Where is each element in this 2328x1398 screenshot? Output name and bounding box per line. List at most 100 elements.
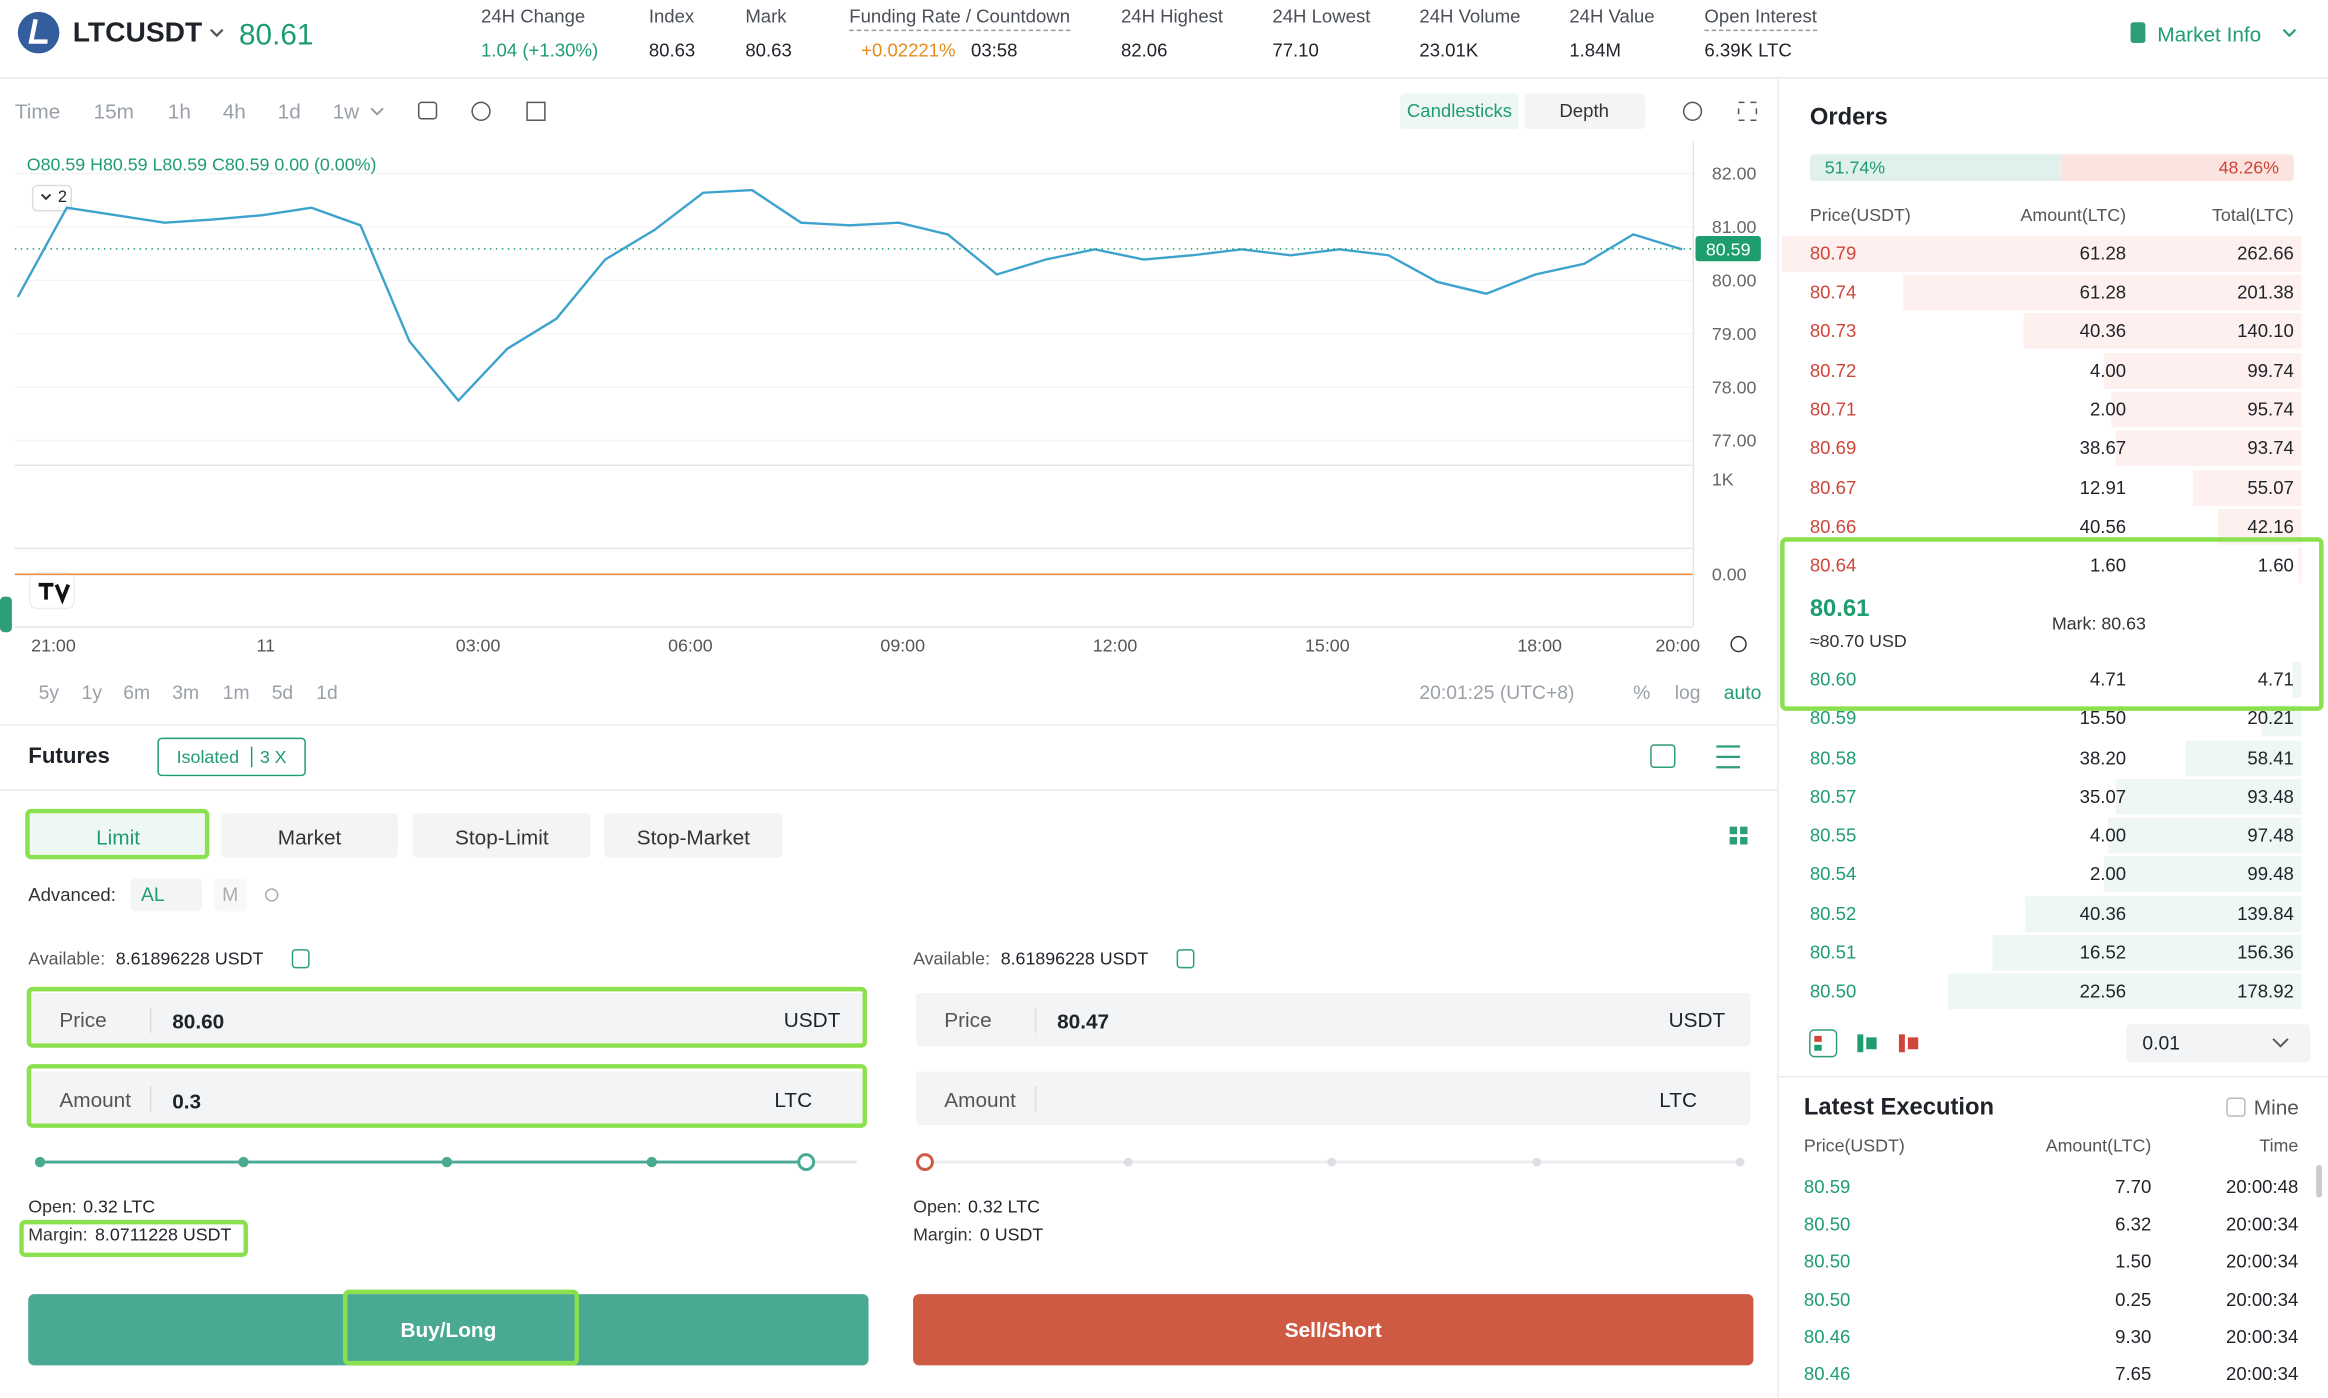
price-label: Price: [944, 1007, 992, 1032]
depth-bar: [1947, 973, 2302, 1010]
slider-dot: [1123, 1157, 1133, 1167]
book-price[interactable]: 80.66: [1809, 516, 1857, 538]
view-button[interactable]: Candlesticks: [1406, 100, 1513, 122]
filter-icon[interactable]: [1716, 745, 1741, 769]
scale-option[interactable]: auto: [1723, 681, 1762, 704]
interval-button[interactable]: 4h: [222, 99, 246, 124]
highlight-outline: [19, 1219, 248, 1258]
book-price[interactable]: 80.59: [1809, 707, 1857, 729]
range-button[interactable]: 6m: [123, 681, 151, 704]
interval-button[interactable]: 1h: [167, 99, 191, 124]
order-tab[interactable]: [412, 813, 591, 858]
exec-amount: 1.50: [2115, 1251, 2152, 1272]
layout-icon: [526, 101, 546, 121]
book-price[interactable]: 80.57: [1809, 786, 1857, 808]
book-view-bids[interactable]: [1857, 1034, 1877, 1053]
funding-countdown: 03:58: [970, 40, 1018, 61]
price-input[interactable]: [31, 992, 866, 1047]
coin-logo: [17, 11, 60, 54]
submit-button[interactable]: [28, 1294, 869, 1366]
mine-label[interactable]: Mine: [2253, 1095, 2299, 1120]
fullscreen-icon: [1737, 101, 1758, 121]
amount-label: Amount: [944, 1087, 1016, 1112]
eye-icon[interactable]: [265, 888, 279, 902]
range-button[interactable]: 3m: [172, 681, 200, 704]
book-price[interactable]: 80.60: [1809, 669, 1857, 691]
margin-mode-badge[interactable]: [157, 737, 306, 777]
step-value[interactable]: 0.01: [2142, 1031, 2181, 1054]
book-amount: 16.52: [2079, 942, 2127, 964]
book-view-asks[interactable]: [1898, 1034, 1919, 1053]
book-total: 93.48: [2247, 786, 2294, 808]
y-tick-label: 79.00: [1711, 323, 1757, 345]
depth-bar: [2298, 547, 2302, 584]
order-tab[interactable]: [28, 813, 208, 858]
order-tab[interactable]: [221, 813, 398, 858]
x-tick-label: 18:00: [1517, 635, 1562, 656]
book-price[interactable]: 80.74: [1809, 281, 1857, 303]
slider-dot: [238, 1156, 249, 1168]
exec-amount: 7.65: [2115, 1363, 2152, 1385]
range-button[interactable]: 1m: [222, 681, 250, 704]
depth-bar: [2185, 740, 2302, 777]
market-info[interactable]: Market Info: [2157, 22, 2262, 47]
sell-ratio-bar: [2060, 154, 2294, 182]
order-tab[interactable]: [604, 813, 783, 858]
book-price[interactable]: 80.73: [1809, 320, 1857, 342]
transfer-icon[interactable]: [291, 949, 310, 969]
view-button[interactable]: Depth: [1559, 100, 1609, 122]
depth-bar: [1991, 934, 2302, 971]
interval-button[interactable]: 1d: [277, 99, 301, 124]
submit-button[interactable]: [913, 1294, 1754, 1366]
range-button[interactable]: 5d: [271, 681, 294, 704]
stat-value: 23.01K: [1419, 40, 1479, 61]
amount-input[interactable]: [31, 1071, 866, 1125]
book-price[interactable]: 80.71: [1809, 399, 1857, 421]
book-total: 201.38: [2237, 281, 2294, 303]
range-button[interactable]: 5y: [38, 681, 59, 704]
submit-label[interactable]: Buy/Long: [400, 1317, 497, 1342]
book-view-both[interactable]: [1809, 1029, 1838, 1058]
book-price[interactable]: 80.64: [1809, 555, 1857, 576]
order-tab-label[interactable]: Market: [277, 825, 342, 849]
scale-option[interactable]: %: [1633, 681, 1651, 704]
mine-checkbox[interactable]: [2226, 1097, 2246, 1117]
book-price[interactable]: 80.69: [1809, 437, 1857, 459]
interval-button[interactable]: 1w: [332, 99, 360, 124]
book-price[interactable]: 80.51: [1809, 942, 1857, 964]
step-select[interactable]: [2126, 1024, 2311, 1063]
book-price[interactable]: 80.58: [1809, 747, 1857, 769]
book-price[interactable]: 80.52: [1809, 903, 1857, 925]
book-price[interactable]: 80.72: [1809, 360, 1857, 382]
price-input[interactable]: [916, 992, 1751, 1047]
book-price[interactable]: 80.67: [1809, 477, 1857, 499]
order-tab-label[interactable]: Limit: [96, 825, 140, 849]
slider-dot: [1532, 1157, 1542, 1167]
advanced-m[interactable]: [213, 878, 247, 912]
amount-input[interactable]: [916, 1071, 1751, 1125]
range-button[interactable]: 1y: [81, 681, 103, 704]
advanced-select[interactable]: [130, 878, 202, 912]
order-tab-label[interactable]: Stop-Market: [636, 825, 750, 849]
book-icon[interactable]: [1650, 744, 1676, 769]
book-price[interactable]: 80.55: [1809, 825, 1857, 846]
exec-price: 80.46: [1803, 1363, 1851, 1385]
transfer-icon[interactable]: [1176, 949, 1195, 969]
scale-option[interactable]: log: [1674, 681, 1701, 704]
submit-label[interactable]: Sell/Short: [1284, 1317, 1382, 1342]
range-button[interactable]: 1d: [316, 681, 338, 704]
interval-button[interactable]: 15m: [93, 99, 134, 124]
book-price[interactable]: 80.54: [1809, 863, 1857, 885]
book-amount: 2.00: [2089, 863, 2127, 885]
book-total: 95.74: [2247, 399, 2294, 421]
order-tab-label[interactable]: Stop-Limit: [455, 825, 549, 849]
x-tick-label: 15:00: [1305, 635, 1350, 656]
grid-icon[interactable]: [1729, 826, 1748, 845]
interval-button[interactable]: Time: [14, 99, 61, 124]
side-toggle[interactable]: [0, 596, 12, 633]
book-price[interactable]: 80.50: [1809, 980, 1857, 1002]
stat-value: 77.10: [1272, 40, 1319, 61]
book-price[interactable]: 80.79: [1809, 243, 1857, 265]
buy-ratio-bar: [1809, 154, 2061, 182]
